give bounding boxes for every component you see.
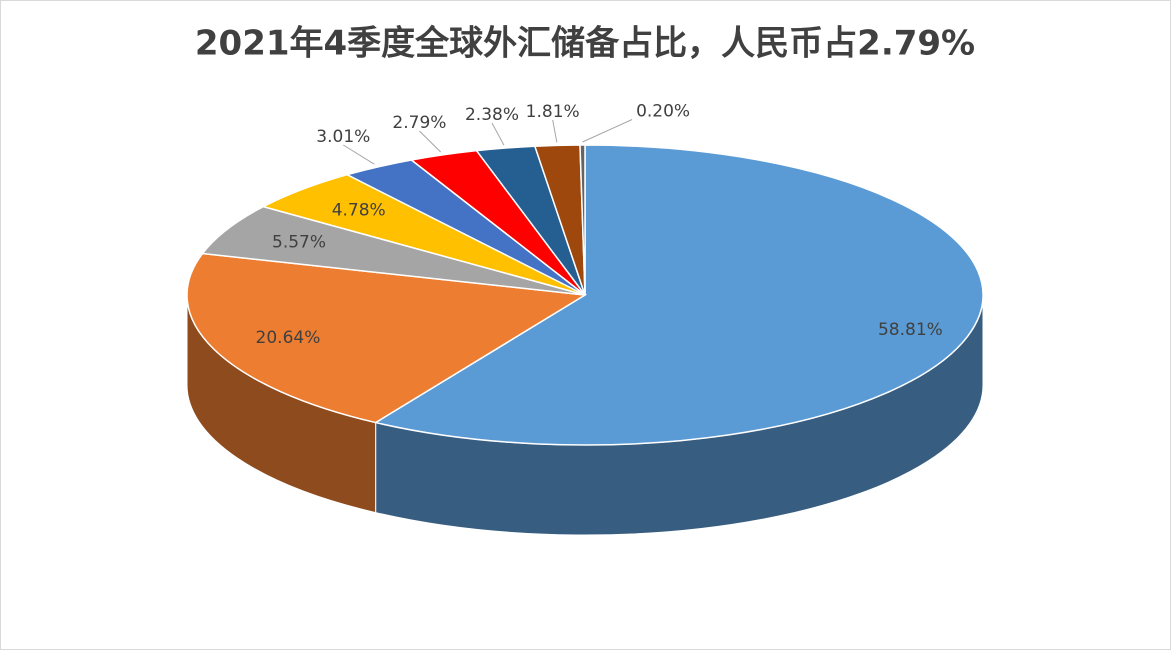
leader-line [419,130,442,153]
data-label: 20.64% [256,328,321,348]
slice [579,144,586,296]
data-label: 1.81% [526,102,580,122]
slice [186,252,588,424]
data-label: 58.81% [878,320,943,340]
chart-title: 2021年4季度全球外汇储备占比，人民币占2.79% [195,24,975,64]
data-label: 0.20% [636,102,690,122]
slice [373,144,984,446]
data-label: 4.78% [332,201,386,221]
leader-line [491,122,505,146]
slice [201,205,586,296]
leader-line [343,144,375,165]
leader-line [582,119,633,143]
leader-line [552,119,558,143]
data-label: 2.38% [465,105,519,125]
data-label: 5.57% [272,232,326,252]
data-label: 3.01% [316,127,370,147]
data-label: 2.79% [392,113,446,133]
